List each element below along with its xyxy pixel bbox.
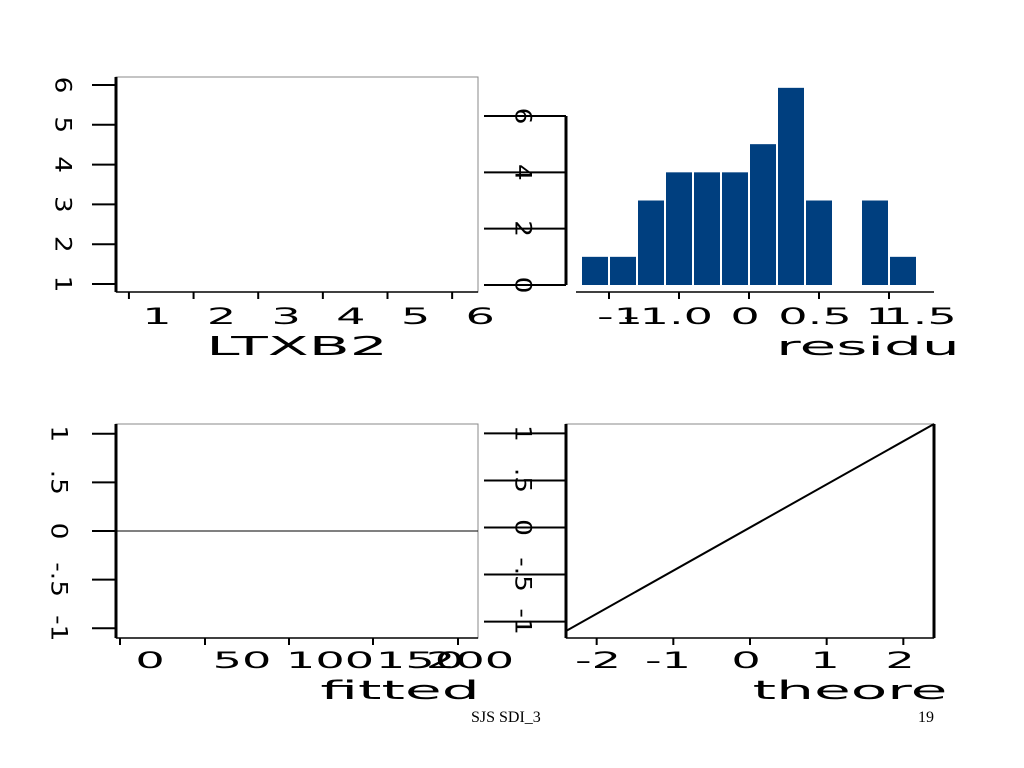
histogram-bar [778, 87, 804, 285]
y-tick-label: .5 [46, 470, 72, 495]
x-tick-label: -1 [645, 647, 691, 673]
footer-title: SJS SDI_3 [471, 709, 541, 726]
y-tick-label: 5 [50, 116, 76, 133]
histogram-bar [694, 172, 720, 285]
histogram-bar [638, 200, 664, 285]
x-tick-label: 0 [730, 303, 759, 329]
y-tick-label: 3 [50, 196, 76, 213]
y-tick-label: 6 [510, 108, 536, 125]
x-tick-label: 50 [213, 647, 272, 673]
panel-ltxb2-scatter: 1 2 3 4 5 6 1 2 3 4 5 6 LTXB2 [50, 76, 495, 361]
y-tick-label: 4 [510, 164, 536, 181]
plot-frame [115, 76, 479, 293]
y-tick-label: .5 [510, 468, 536, 493]
x-tick-label: 150 [376, 647, 464, 673]
y-tick-label: 0 [510, 519, 536, 536]
y-tick-label: 0 [46, 523, 72, 540]
qq-reference-line [565, 423, 935, 632]
y-tick-label: -.5 [46, 562, 72, 597]
x-tick-label: 2 [885, 647, 914, 673]
histogram-bar [862, 200, 888, 285]
y-tick-label: 1 [510, 425, 536, 442]
y-tick-label: 4 [50, 156, 76, 173]
page-number: 19 [918, 709, 934, 726]
histogram-bar [610, 256, 636, 285]
y-tick-label: -1 [46, 615, 72, 641]
y-tick-label: 1 [46, 425, 72, 442]
histogram-bar [890, 256, 916, 285]
x-tick-label: 6 [465, 303, 494, 329]
x-tick-label: 0 [135, 647, 164, 673]
x-tick-label: 1 [865, 303, 894, 329]
x-tick-label: 2 [207, 303, 236, 329]
histogram-bar [806, 200, 832, 285]
y-tick-label: -1 [510, 608, 536, 634]
x-tick-label: -1.0 [623, 303, 713, 329]
histogram-bar [666, 172, 692, 285]
y-tick-label: 0 [510, 277, 536, 294]
x-axis-label: theore [753, 675, 948, 705]
x-tick-label: 1.5 [883, 303, 956, 329]
x-tick-label: 4 [336, 303, 365, 329]
histogram-bar [750, 144, 776, 285]
y-tick-label: 2 [50, 236, 76, 253]
y-tick-label: 6 [50, 77, 76, 94]
x-tick-label: 5 [401, 303, 430, 329]
y-tick-label: 1 [50, 276, 76, 293]
x-tick-label: 0 [731, 647, 760, 673]
x-tick-label: 200 [426, 647, 514, 673]
x-tick-label: 3 [272, 303, 301, 329]
histogram-bar [722, 172, 748, 285]
y-tick-label: -.5 [510, 557, 536, 592]
x-tick-label: 100 [286, 647, 374, 673]
x-axis-label: fitted [320, 675, 479, 705]
x-tick-label: -1 [597, 303, 643, 329]
x-tick-label: -2 [575, 647, 621, 673]
histogram-bar [582, 256, 608, 285]
x-tick-label: 1 [142, 303, 171, 329]
x-axis-label: LTXB2 [206, 331, 388, 361]
x-tick-label: 0.5 [778, 303, 851, 329]
y-tick-label: 2 [510, 220, 536, 237]
x-tick-label: 1 [810, 647, 839, 673]
x-axis-label: residu [776, 331, 960, 361]
